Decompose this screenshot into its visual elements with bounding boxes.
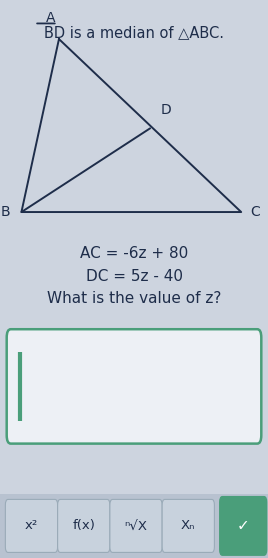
FancyBboxPatch shape: [5, 499, 58, 552]
Text: What is the value of z?: What is the value of z?: [47, 291, 221, 306]
Text: x²: x²: [25, 519, 38, 532]
Bar: [0, 494, 268, 558]
FancyBboxPatch shape: [110, 499, 162, 552]
Text: ✓: ✓: [237, 518, 250, 533]
Text: DC = 5z - 40: DC = 5z - 40: [85, 269, 183, 283]
Text: D: D: [161, 103, 172, 117]
FancyBboxPatch shape: [220, 497, 267, 555]
Text: C: C: [251, 205, 260, 219]
Text: A: A: [46, 11, 56, 25]
Text: B: B: [1, 205, 11, 219]
Text: AC = -6z + 80: AC = -6z + 80: [80, 247, 188, 261]
Text: f(x): f(x): [72, 519, 95, 532]
FancyBboxPatch shape: [162, 499, 214, 552]
Text: BD is a median of △ABC.: BD is a median of △ABC.: [44, 25, 224, 40]
FancyBboxPatch shape: [7, 329, 261, 444]
Text: Xₙ: Xₙ: [181, 519, 196, 532]
FancyBboxPatch shape: [58, 499, 110, 552]
Text: ⁿ√X: ⁿ√X: [125, 519, 147, 532]
